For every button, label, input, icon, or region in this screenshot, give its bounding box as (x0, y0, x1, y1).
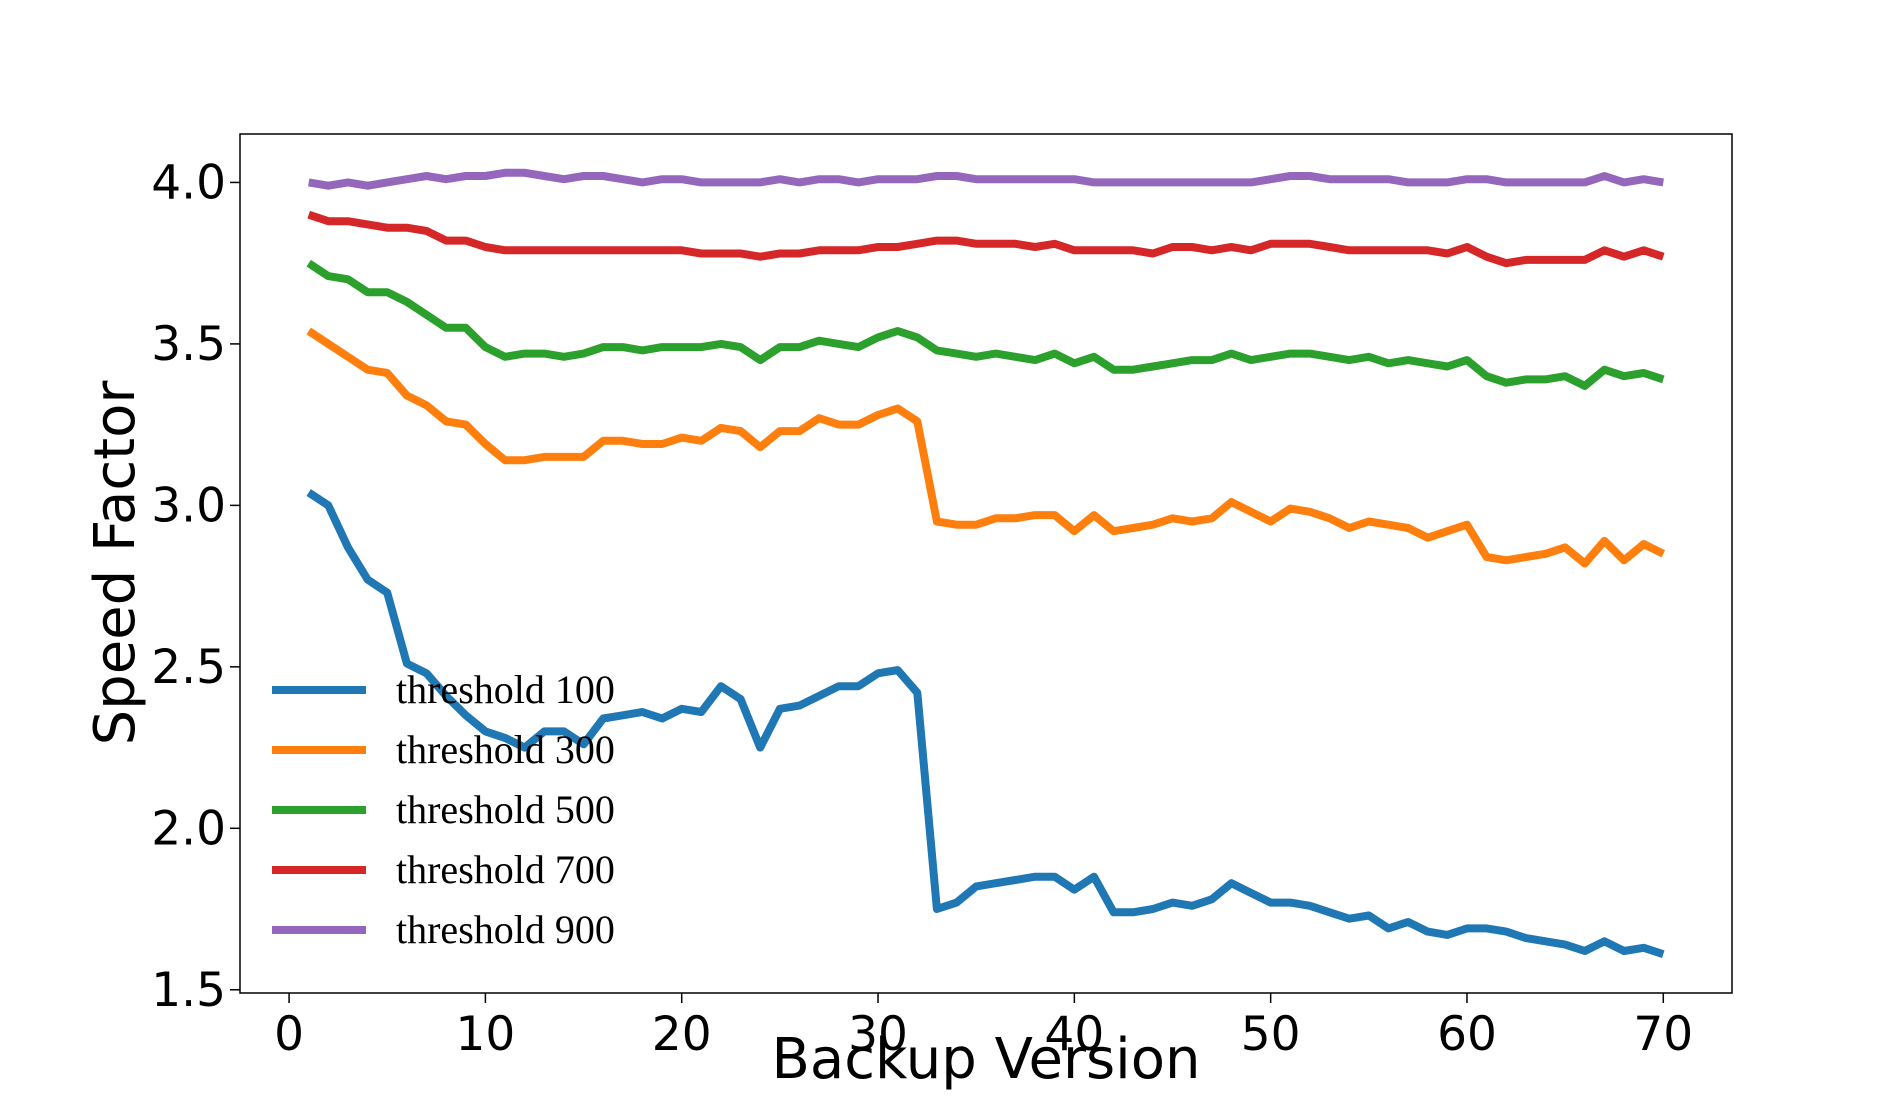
y-tick-label: 1.5 (151, 963, 226, 1018)
y-tick-label: 2.0 (151, 801, 226, 856)
plot-frame (239, 133, 1733, 994)
y-axis-label: Speed Factor (83, 380, 148, 746)
x-tick-label: 0 (274, 1007, 304, 1062)
x-tick-label: 60 (1437, 1007, 1497, 1062)
x-tick-label: 10 (455, 1007, 515, 1062)
legend: threshold 100 threshold 300 threshold 500 t… (272, 667, 615, 952)
series-line-1 (306, 489, 1665, 959)
legend-label: threshold 700 (396, 847, 615, 892)
legend-label: threshold 100 (396, 667, 615, 712)
axis-ticks: 0 10 20 30 40 50 60 70 1.5 2.0 2.5 3.0 3.5 4.0 (151, 155, 1693, 1062)
x-tick-label: 70 (1633, 1007, 1693, 1062)
legend-label: threshold 300 (396, 727, 615, 772)
y-tick-label: 2.5 (151, 640, 226, 695)
series-lines (306, 168, 1666, 959)
series-line-4 (307, 210, 1665, 268)
series-line-3 (306, 259, 1665, 390)
x-tick-label: 20 (652, 1007, 712, 1062)
x-tick-label: 50 (1241, 1007, 1301, 1062)
y-tick-label: 3.5 (151, 317, 226, 372)
series-line-2 (306, 327, 1666, 568)
y-tick-label: 4.0 (151, 155, 226, 210)
legend-label: threshold 500 (396, 787, 615, 832)
x-tick-label: 40 (1044, 1007, 1104, 1062)
x-axis-label: Backup Version (772, 1027, 1201, 1092)
legend-label: threshold 900 (396, 907, 615, 952)
x-tick-label: 30 (848, 1007, 908, 1062)
y-tick-label: 3.0 (151, 478, 226, 533)
series-line-5 (308, 168, 1664, 190)
